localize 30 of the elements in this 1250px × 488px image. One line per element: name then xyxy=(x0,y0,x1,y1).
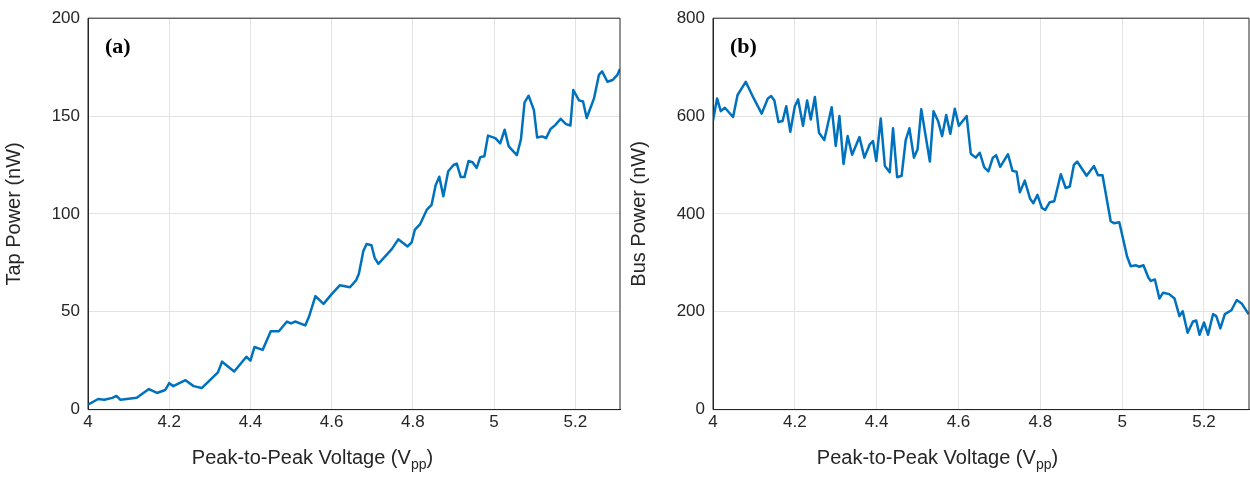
x-tick-label: 4.8 xyxy=(401,412,425,432)
y-axis-title: Bus Power (nW) xyxy=(626,141,649,287)
y-tick-label: 200 xyxy=(51,7,80,27)
x-axis-title: Peak-to-Peak Voltage (V$_{pp}$) xyxy=(190,446,435,472)
y-tick-label: 200 xyxy=(676,301,705,321)
x-tick-label: 4.2 xyxy=(157,412,182,432)
y-tick-label: 400 xyxy=(676,203,705,223)
x-tick-label: 4.8 xyxy=(1028,412,1053,432)
x-tick-label: 4 xyxy=(83,412,93,432)
y-tick-label: 0 xyxy=(695,399,705,419)
x-tick-label: 4 xyxy=(708,412,718,432)
x-tick-label: 4.2 xyxy=(783,412,807,432)
x-tick-label: 4.4 xyxy=(238,412,263,432)
annotation: (b) xyxy=(730,32,757,58)
annotation: (a) xyxy=(105,32,131,58)
y-tick-label: 50 xyxy=(61,301,80,321)
x-tick-label: 4.4 xyxy=(864,412,889,432)
y-tick-label: 0 xyxy=(70,399,80,419)
y-tick-label: 100 xyxy=(51,203,80,223)
x-tick-label: 5.2 xyxy=(563,412,588,432)
x-axis-title: Peak-to-Peak Voltage (V$_{pp}$) xyxy=(815,446,1060,472)
x-tick-label: 5.2 xyxy=(1192,412,1216,432)
x-tick-label: 5 xyxy=(489,412,499,432)
y-axis-title: Tap Power (nW) xyxy=(1,142,24,286)
x-tick-label: 4.6 xyxy=(946,412,971,432)
y-tick-label: 150 xyxy=(51,105,80,125)
y-tick-label: 800 xyxy=(676,7,705,27)
x-tick-label: 5 xyxy=(1117,412,1127,432)
y-tick-label: 600 xyxy=(676,105,705,125)
x-tick-label: 4.6 xyxy=(319,412,344,432)
